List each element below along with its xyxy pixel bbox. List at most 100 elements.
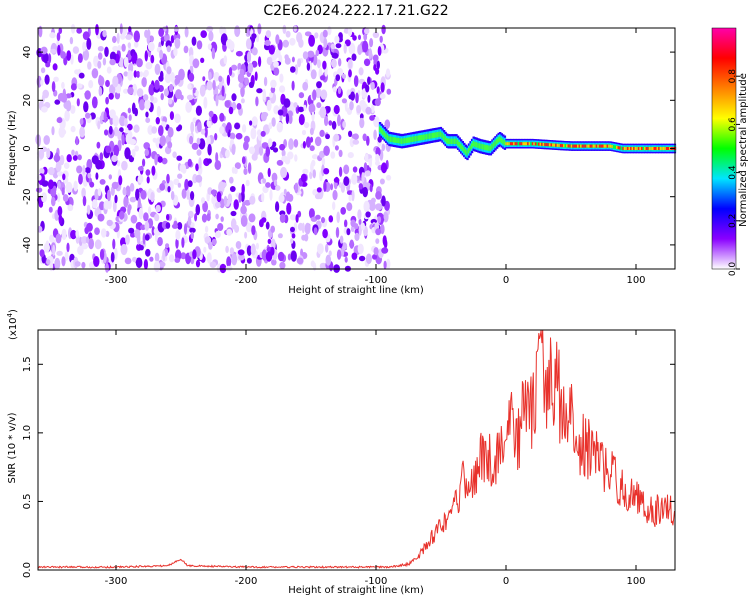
y-tick-label: 20 bbox=[22, 94, 33, 107]
noise-cell bbox=[363, 33, 368, 41]
noise-cell bbox=[199, 85, 206, 97]
noise-cell bbox=[357, 243, 364, 255]
track-inner bbox=[436, 132, 439, 138]
noise-cell bbox=[116, 32, 120, 44]
snr-frame bbox=[37, 329, 676, 571]
noise-cell bbox=[56, 171, 64, 177]
spectrogram-x-axis-label: Height of straight line (km) bbox=[288, 285, 424, 296]
track-core bbox=[634, 147, 638, 150]
snr-multiplier: (x104) bbox=[6, 309, 19, 340]
track-inner bbox=[475, 142, 478, 148]
noise-cell bbox=[224, 149, 230, 158]
noise-cell bbox=[243, 199, 251, 206]
noise-cell bbox=[309, 145, 315, 152]
noise-cell bbox=[219, 198, 226, 209]
track-core bbox=[575, 144, 578, 148]
track-core bbox=[572, 144, 575, 148]
noise-cell bbox=[170, 35, 175, 44]
noise-cell bbox=[160, 93, 164, 101]
track-inner bbox=[564, 144, 567, 148]
snr-y-axis-label: SNR (10 * v/v) bbox=[7, 412, 18, 483]
noise-cell bbox=[333, 133, 340, 142]
noise-cell bbox=[235, 241, 242, 249]
noise-cell bbox=[79, 126, 85, 138]
noise-cell bbox=[339, 235, 344, 244]
noise-cell bbox=[301, 222, 305, 234]
noise-cell bbox=[151, 126, 158, 134]
y-tick-label: 1.5 bbox=[22, 356, 33, 372]
noise-cell bbox=[76, 165, 83, 174]
noise-cell bbox=[341, 73, 347, 79]
noise-cell bbox=[210, 189, 218, 195]
noise-cell bbox=[214, 160, 222, 171]
noise-cell bbox=[150, 54, 155, 64]
noise-cell bbox=[134, 229, 141, 239]
noise-cell bbox=[385, 68, 391, 78]
noise-cell bbox=[113, 126, 119, 137]
noise-cell bbox=[266, 56, 273, 66]
noise-cell bbox=[78, 72, 85, 79]
noise-cell bbox=[177, 222, 183, 230]
noise-cell bbox=[177, 173, 183, 179]
track-inner bbox=[411, 136, 415, 142]
noise-cell bbox=[154, 154, 158, 166]
noise-cell bbox=[102, 29, 107, 38]
noise-cell bbox=[265, 30, 272, 39]
track-core bbox=[587, 144, 591, 148]
noise-cell bbox=[229, 132, 236, 140]
noise-cell bbox=[57, 44, 61, 56]
noise-cell bbox=[158, 28, 165, 37]
noise-cell bbox=[376, 60, 380, 70]
track-core bbox=[509, 142, 513, 146]
noise-cell bbox=[289, 37, 296, 46]
noise-cell bbox=[234, 122, 241, 130]
noise-cell bbox=[41, 180, 49, 187]
noise-cell bbox=[377, 216, 382, 224]
noise-cell bbox=[143, 212, 149, 222]
noise-cell bbox=[375, 228, 382, 236]
noise-cell bbox=[148, 84, 155, 96]
track-inner bbox=[392, 137, 396, 143]
noise-cell bbox=[218, 81, 222, 91]
noise-cell bbox=[144, 234, 150, 241]
track-inner bbox=[410, 136, 413, 143]
noise-cell bbox=[230, 210, 237, 217]
noise-cell bbox=[166, 214, 170, 221]
noise-cell bbox=[46, 148, 51, 159]
noise-cell bbox=[167, 141, 173, 149]
noise-cell bbox=[276, 121, 283, 133]
noise-cell bbox=[285, 30, 291, 38]
noise-cell bbox=[133, 30, 140, 43]
noise-cell bbox=[343, 164, 350, 175]
noise-cell bbox=[267, 167, 271, 178]
noise-cell bbox=[97, 120, 101, 130]
noise-cell bbox=[238, 253, 245, 261]
noise-cell bbox=[104, 46, 109, 57]
noise-cell bbox=[290, 238, 294, 244]
noise-cell bbox=[206, 80, 213, 91]
noise-cell bbox=[154, 252, 160, 263]
track-inner bbox=[413, 136, 416, 142]
noise-cell bbox=[225, 125, 229, 133]
track-core bbox=[616, 145, 619, 149]
noise-cell bbox=[55, 233, 62, 244]
track-core bbox=[597, 144, 600, 148]
track-inner bbox=[382, 129, 385, 136]
noise-cell bbox=[117, 130, 122, 141]
noise-cell bbox=[250, 243, 256, 256]
noise-cell bbox=[169, 254, 175, 263]
noise-cell bbox=[138, 99, 146, 111]
track-inner bbox=[385, 133, 388, 139]
noise-cell bbox=[97, 188, 102, 197]
noise-cell bbox=[311, 154, 319, 160]
noise-cell bbox=[347, 152, 354, 159]
noise-cell bbox=[133, 70, 137, 78]
noise-cell bbox=[207, 143, 212, 156]
noise-cell bbox=[155, 204, 161, 213]
track-core bbox=[623, 147, 627, 150]
noise-cell bbox=[243, 168, 248, 175]
colorbar-tick-label: 0.8 bbox=[728, 69, 738, 84]
noise-cell bbox=[180, 252, 187, 260]
